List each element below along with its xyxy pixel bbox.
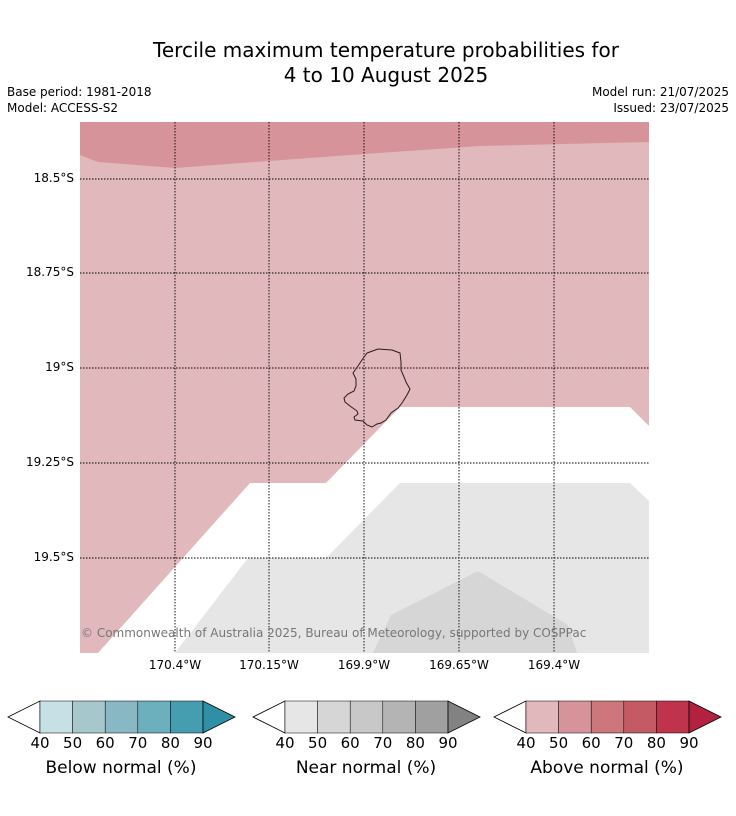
tick: 50: [63, 734, 83, 752]
colorbar-segment: [72, 700, 106, 734]
legend-ticks-below: 40 50 60 70 80 90: [6, 734, 236, 752]
colorbar-extend-low: [252, 700, 286, 734]
legend-ticks-near: 40 50 60 70 80 90: [251, 734, 481, 752]
tick: 50: [308, 734, 328, 752]
tick: 70: [128, 734, 148, 752]
lat-label-5: 19.5°S: [33, 550, 74, 564]
tick: 40: [516, 734, 536, 752]
colorbar-extend-high: [447, 700, 481, 734]
meta-right: Model run: 21/07/2025 Issued: 23/07/2025: [592, 84, 729, 116]
colorbar-segment: [170, 700, 204, 734]
chart-title: Tercile maximum temperature probabilitie…: [0, 38, 736, 88]
tick: 90: [193, 734, 213, 752]
colorbar-below: [7, 700, 236, 734]
tick: 60: [340, 734, 360, 752]
tick: 60: [95, 734, 115, 752]
legend-above-normal: 40 50 60 70 80 90 Above normal (%): [492, 700, 722, 778]
colorbar-segment: [382, 700, 416, 734]
legend-near-normal: 40 50 60 70 80 90 Near normal (%): [251, 700, 481, 778]
model-run: Model run: 21/07/2025: [591, 85, 729, 99]
legend-title-above: Above normal (%): [530, 758, 684, 778]
tick: 70: [373, 734, 393, 752]
lat-label-2: 18.75°S: [26, 265, 74, 279]
tick: 60: [581, 734, 601, 752]
colorbar-near: [252, 700, 481, 734]
colorbar-segment: [137, 700, 171, 734]
colorbar-segment: [317, 700, 351, 734]
colorbar-segment: [39, 700, 73, 734]
tick: 40: [30, 734, 50, 752]
tick: 70: [614, 734, 634, 752]
tick: 90: [679, 734, 699, 752]
lon-label-3: 169.9°W: [337, 658, 391, 672]
colorbar-segment: [590, 700, 625, 734]
colorbar-segment: [415, 700, 449, 734]
legend-title-near: Near normal (%): [295, 758, 437, 778]
tick: 50: [549, 734, 569, 752]
lon-label-2: 170.15°W: [239, 658, 299, 672]
colorbar-extend-high: [202, 700, 236, 734]
legend-ticks-above: 40 50 60 70 80 90: [492, 734, 722, 752]
lon-label-4: 169.65°W: [429, 658, 489, 672]
colorbar-segment: [623, 700, 657, 734]
colorbar-segment: [525, 700, 559, 734]
meta-left: Base period: 1981-2018 Model: ACCESS-S2: [7, 84, 152, 116]
lat-label-4: 19.25°S: [26, 455, 74, 469]
map-area: 18.5°S 18.75°S 19°S 19.25°S 19.5°S 170.4…: [26, 122, 649, 672]
legend-title-below: Below normal (%): [45, 758, 197, 778]
colorbar-extend-high: [688, 700, 722, 734]
tick: 90: [438, 734, 458, 752]
copyright-credit: © Commonwealth of Australia 2025, Bureau…: [81, 626, 587, 640]
base-period: Base period: 1981-2018: [7, 85, 152, 99]
tick: 80: [405, 734, 425, 752]
tick: 40: [275, 734, 295, 752]
model-name: Model: ACCESS-S2: [7, 101, 119, 115]
colorbar-segment: [349, 700, 384, 734]
tick: 80: [646, 734, 666, 752]
colorbar-segment: [656, 700, 690, 734]
colorbar-segment: [104, 700, 139, 734]
title-line-1: Tercile maximum temperature probabilitie…: [153, 38, 619, 62]
island-outline: [343, 348, 411, 428]
lon-label-1: 170.4°W: [148, 658, 202, 672]
colorbar-extend-low: [7, 700, 41, 734]
region-above-50-60: [80, 122, 649, 168]
lat-label-1: 18.5°S: [33, 171, 74, 185]
graticule: [80, 122, 649, 653]
tick: 80: [160, 734, 180, 752]
legend-below-normal: 40 50 60 70 80 90 Below normal (%): [6, 700, 236, 778]
region-near-50-60: [373, 571, 577, 653]
title-line-2: 4 to 10 August 2025: [283, 63, 489, 87]
lon-label-5: 169.4°W: [527, 658, 581, 672]
map-canvas: [80, 122, 649, 653]
colorbar-segment: [558, 700, 592, 734]
colorbar-extend-low: [493, 700, 527, 734]
issued-date: Issued: 23/07/2025: [613, 101, 729, 115]
colorbar-above: [493, 700, 722, 734]
lat-label-3: 19°S: [45, 360, 74, 374]
colorbar-segment: [284, 700, 318, 734]
